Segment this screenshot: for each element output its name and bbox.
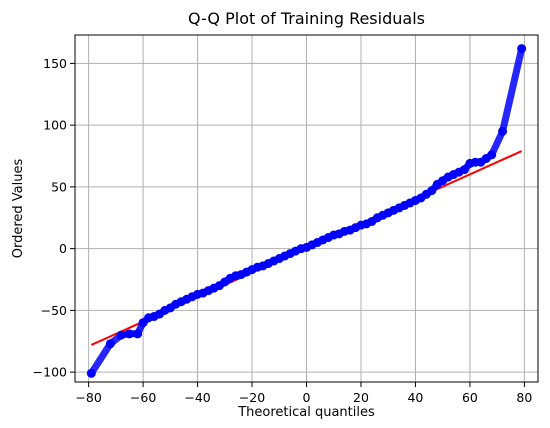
y-axis-label: Ordered Values [11, 159, 26, 259]
x-tick-label: 20 [353, 390, 369, 405]
x-axis-label: Theoretical quantiles [237, 405, 375, 420]
x-tick-label: −40 [184, 390, 210, 405]
data-point [105, 339, 115, 349]
data-point [459, 165, 469, 175]
data-point [116, 330, 126, 340]
x-tick-label: 0 [303, 390, 311, 405]
x-tick-label: −20 [239, 390, 265, 405]
data-point [124, 329, 134, 339]
y-tick-label: 150 [43, 56, 67, 71]
x-tick-label: 80 [516, 390, 532, 405]
y-tick-label: 50 [51, 179, 67, 194]
y-tick-label: −50 [41, 303, 67, 318]
x-tick-label: −80 [75, 390, 101, 405]
chart-title: Q-Q Plot of Training Residuals [188, 9, 425, 28]
y-tick-label: 0 [59, 241, 67, 256]
y-tick-label: 100 [43, 118, 67, 133]
data-point [133, 329, 143, 339]
x-tick-label: 40 [407, 390, 423, 405]
data-point [498, 126, 508, 136]
ticks-layer: −80 −60 −40 −20 0 20 40 60 80 −100 −50 0 50 100 150 [33, 56, 533, 405]
points-layer [86, 44, 527, 378]
data-point [487, 150, 497, 160]
data-point [517, 44, 527, 54]
grid-layer [75, 35, 538, 382]
x-tick-label: −60 [130, 390, 156, 405]
y-tick-label: −100 [33, 365, 67, 380]
x-tick-label: 60 [462, 390, 478, 405]
data-point [427, 186, 437, 196]
data-point [86, 368, 96, 378]
